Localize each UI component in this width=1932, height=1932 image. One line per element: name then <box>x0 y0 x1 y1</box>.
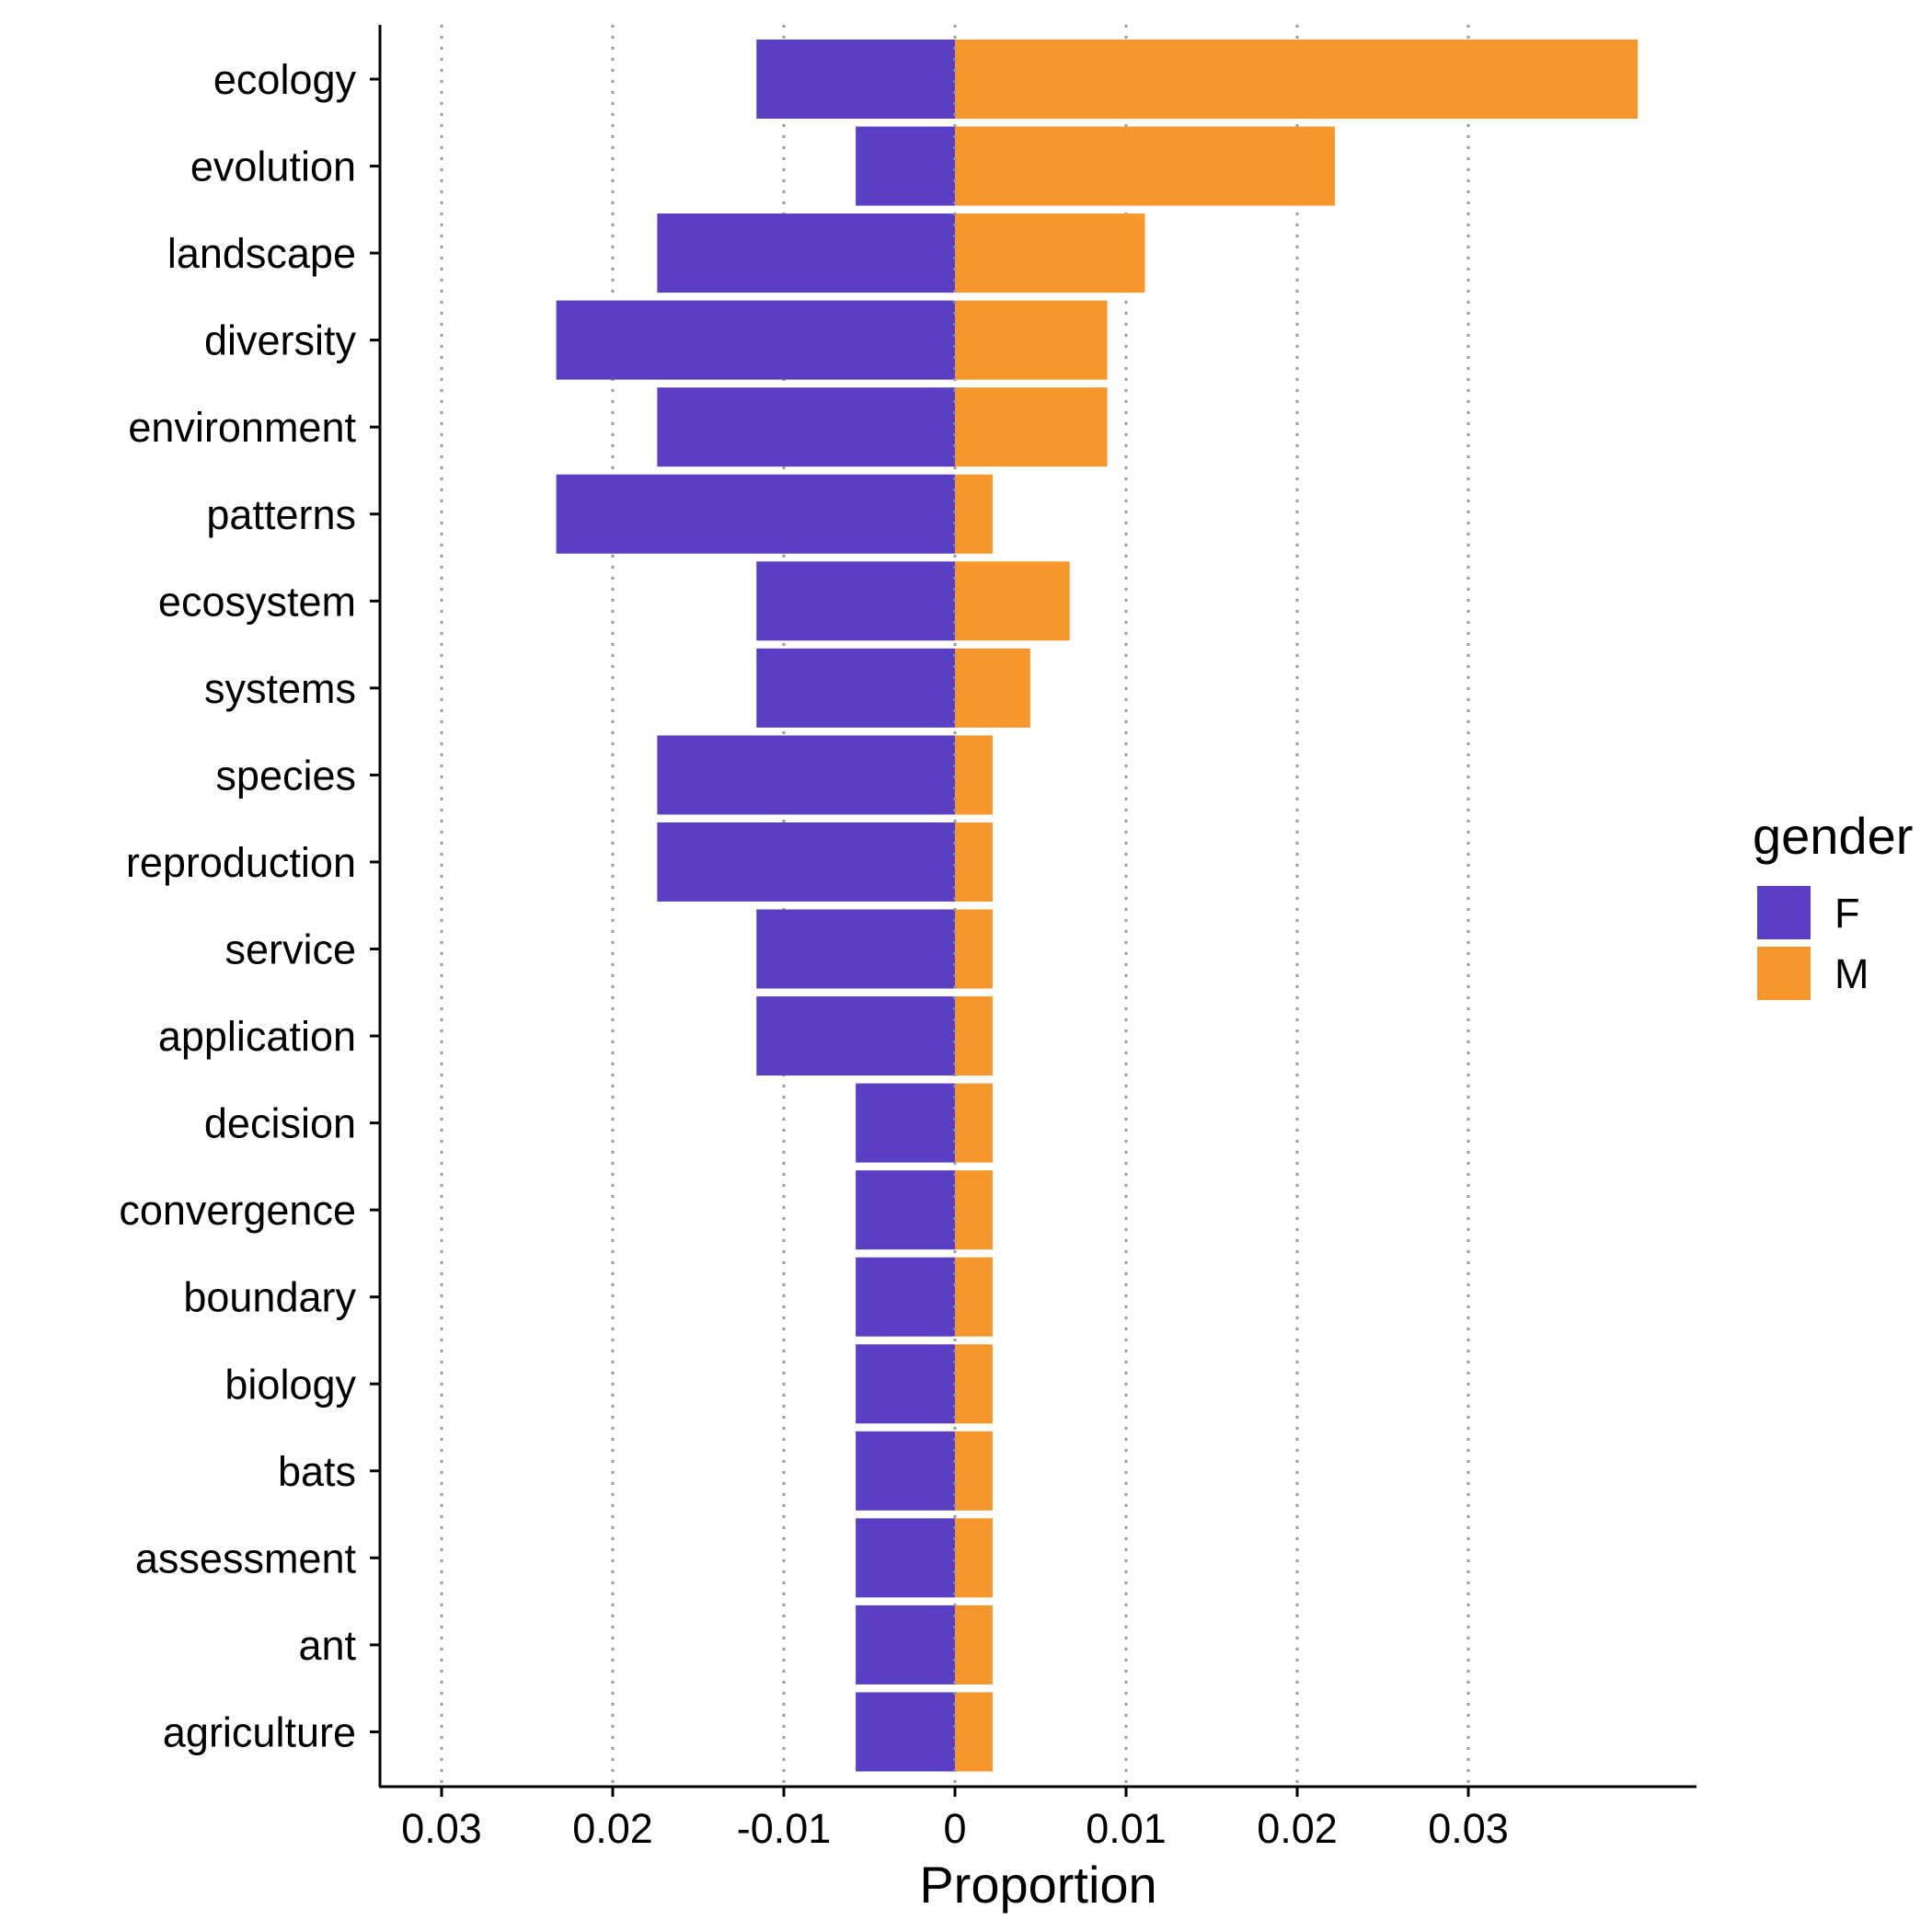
legend-label-m: M <box>1834 950 1869 997</box>
category-label: evolution <box>190 144 356 190</box>
bar-m-ecosystem <box>955 561 1070 641</box>
category-label: ant <box>298 1622 356 1669</box>
bar-f-ecosystem <box>756 561 955 641</box>
bar-f-assessment <box>856 1518 955 1598</box>
legend: gender FM <box>1753 807 1913 1000</box>
bar-m-assessment <box>955 1518 993 1598</box>
category-label: assessment <box>135 1535 357 1581</box>
category-label: decision <box>204 1100 356 1147</box>
category-label: reproduction <box>126 839 356 886</box>
category-label: landscape <box>167 230 356 277</box>
bar-m-biology <box>955 1344 993 1424</box>
bar-f-patterns <box>556 474 955 554</box>
x-tick-label: 0.03 <box>401 1805 482 1852</box>
bar-f-species <box>657 735 955 815</box>
bar-f-reproduction <box>657 822 955 902</box>
bar-m-reproduction <box>955 822 993 902</box>
bar-f-landscape <box>657 213 955 293</box>
bar-m-bats <box>955 1431 993 1511</box>
bar-m-convergence <box>955 1170 993 1250</box>
x-tick-label: -0.01 <box>737 1805 832 1852</box>
category-label: convergence <box>119 1187 356 1234</box>
category-labels: ecology evolution landscape diversity enviro… <box>119 56 356 1755</box>
category-label: systems <box>204 665 356 712</box>
bars <box>556 25 1639 1787</box>
category-label: ecology <box>213 56 357 103</box>
bar-f-diversity <box>556 300 955 380</box>
legend-label-f: F <box>1834 890 1860 937</box>
category-label: boundary <box>183 1274 356 1321</box>
bar-f-environment <box>657 387 955 467</box>
bar-m-systems <box>955 648 1030 728</box>
bar-f-bats <box>856 1431 955 1511</box>
legend-title: gender <box>1753 807 1913 865</box>
axes <box>370 25 1696 1797</box>
category-label: biology <box>224 1361 356 1408</box>
bar-m-ant <box>955 1604 993 1685</box>
bar-m-evolution <box>955 126 1335 206</box>
x-tick-label: 0.03 <box>1428 1805 1509 1852</box>
bar-f-agriculture <box>856 1692 955 1772</box>
x-tick-label: 0 <box>943 1805 966 1852</box>
bar-m-patterns <box>955 474 993 554</box>
bar-m-ecology <box>955 40 1639 119</box>
bar-f-decision <box>856 1083 955 1163</box>
x-axis-title: Proportion <box>919 1856 1156 1914</box>
category-label: application <box>158 1013 356 1060</box>
bar-f-systems <box>756 648 955 728</box>
bar-m-species <box>955 735 993 815</box>
x-tick-label: 0.02 <box>1257 1805 1338 1852</box>
bar-m-diversity <box>955 300 1108 380</box>
bar-m-service <box>955 909 993 989</box>
bar-m-application <box>955 996 993 1076</box>
bar-m-agriculture <box>955 1692 993 1772</box>
legend-swatch-m <box>1757 947 1811 1000</box>
bar-m-landscape <box>955 213 1145 293</box>
legend-swatch-f <box>1757 886 1811 939</box>
x-tick-labels: 0.03 0.02 -0.01 0 0.01 0.02 0.03 <box>401 1805 1509 1852</box>
category-label: bats <box>278 1448 356 1495</box>
category-label: service <box>224 926 356 973</box>
bar-f-service <box>756 909 955 989</box>
bar-f-boundary <box>856 1257 955 1337</box>
category-label: agriculture <box>163 1708 356 1755</box>
category-label: patterns <box>206 491 356 538</box>
bar-f-ecology <box>756 40 955 119</box>
bar-f-evolution <box>856 126 955 206</box>
x-tick-label: 0.01 <box>1086 1805 1167 1852</box>
bar-f-biology <box>856 1344 955 1424</box>
category-label: diversity <box>204 317 357 364</box>
bar-f-application <box>756 996 955 1076</box>
bar-f-ant <box>856 1604 955 1685</box>
bar-m-boundary <box>955 1257 993 1337</box>
bar-m-decision <box>955 1083 993 1163</box>
bar-f-convergence <box>856 1170 955 1250</box>
category-label: environment <box>128 404 356 451</box>
category-label: species <box>215 752 356 799</box>
x-tick-label: 0.02 <box>572 1805 653 1852</box>
bar-m-environment <box>955 387 1108 467</box>
category-label: ecosystem <box>158 578 356 625</box>
